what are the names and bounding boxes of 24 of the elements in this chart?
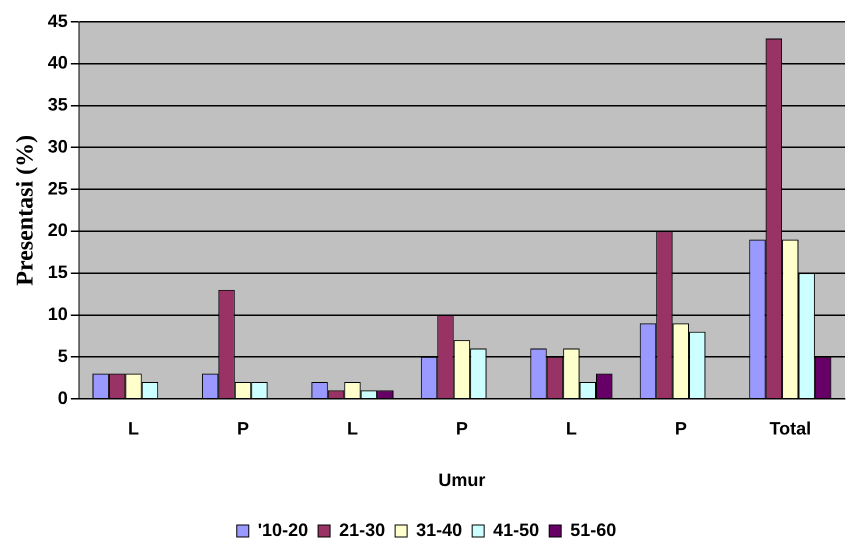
y-tick-label: 45 bbox=[48, 10, 68, 31]
y-tick-label: 30 bbox=[48, 136, 68, 156]
legend-label: 21-30 bbox=[339, 520, 386, 540]
x-tick-label: L bbox=[566, 418, 577, 439]
legend-label: 51-60 bbox=[570, 520, 616, 540]
x-axis-title: Umur bbox=[438, 470, 486, 490]
y-tick-label: 40 bbox=[48, 52, 68, 73]
y-tick-label: 20 bbox=[48, 220, 68, 240]
y-axis-title: Presentasi (%) bbox=[12, 134, 39, 286]
legend-label: '10-20 bbox=[258, 520, 308, 540]
x-tick-label: P bbox=[456, 418, 468, 439]
y-tick-label: 5 bbox=[58, 346, 68, 366]
x-tick-label: P bbox=[236, 418, 250, 439]
x-tick-label: P bbox=[674, 418, 687, 439]
y-tick-label: 25 bbox=[48, 178, 68, 198]
legend-label: 31-40 bbox=[416, 520, 462, 540]
y-tick-label: 0 bbox=[58, 388, 68, 408]
x-tick-label: L bbox=[128, 418, 140, 439]
x-tick-label: Total bbox=[769, 418, 812, 439]
y-tick-label: 35 bbox=[48, 94, 68, 115]
x-tick-label: L bbox=[346, 418, 358, 439]
legend-label: 41-50 bbox=[493, 520, 540, 540]
y-tick-label: 10 bbox=[48, 304, 68, 324]
y-tick-label: 15 bbox=[48, 262, 68, 282]
